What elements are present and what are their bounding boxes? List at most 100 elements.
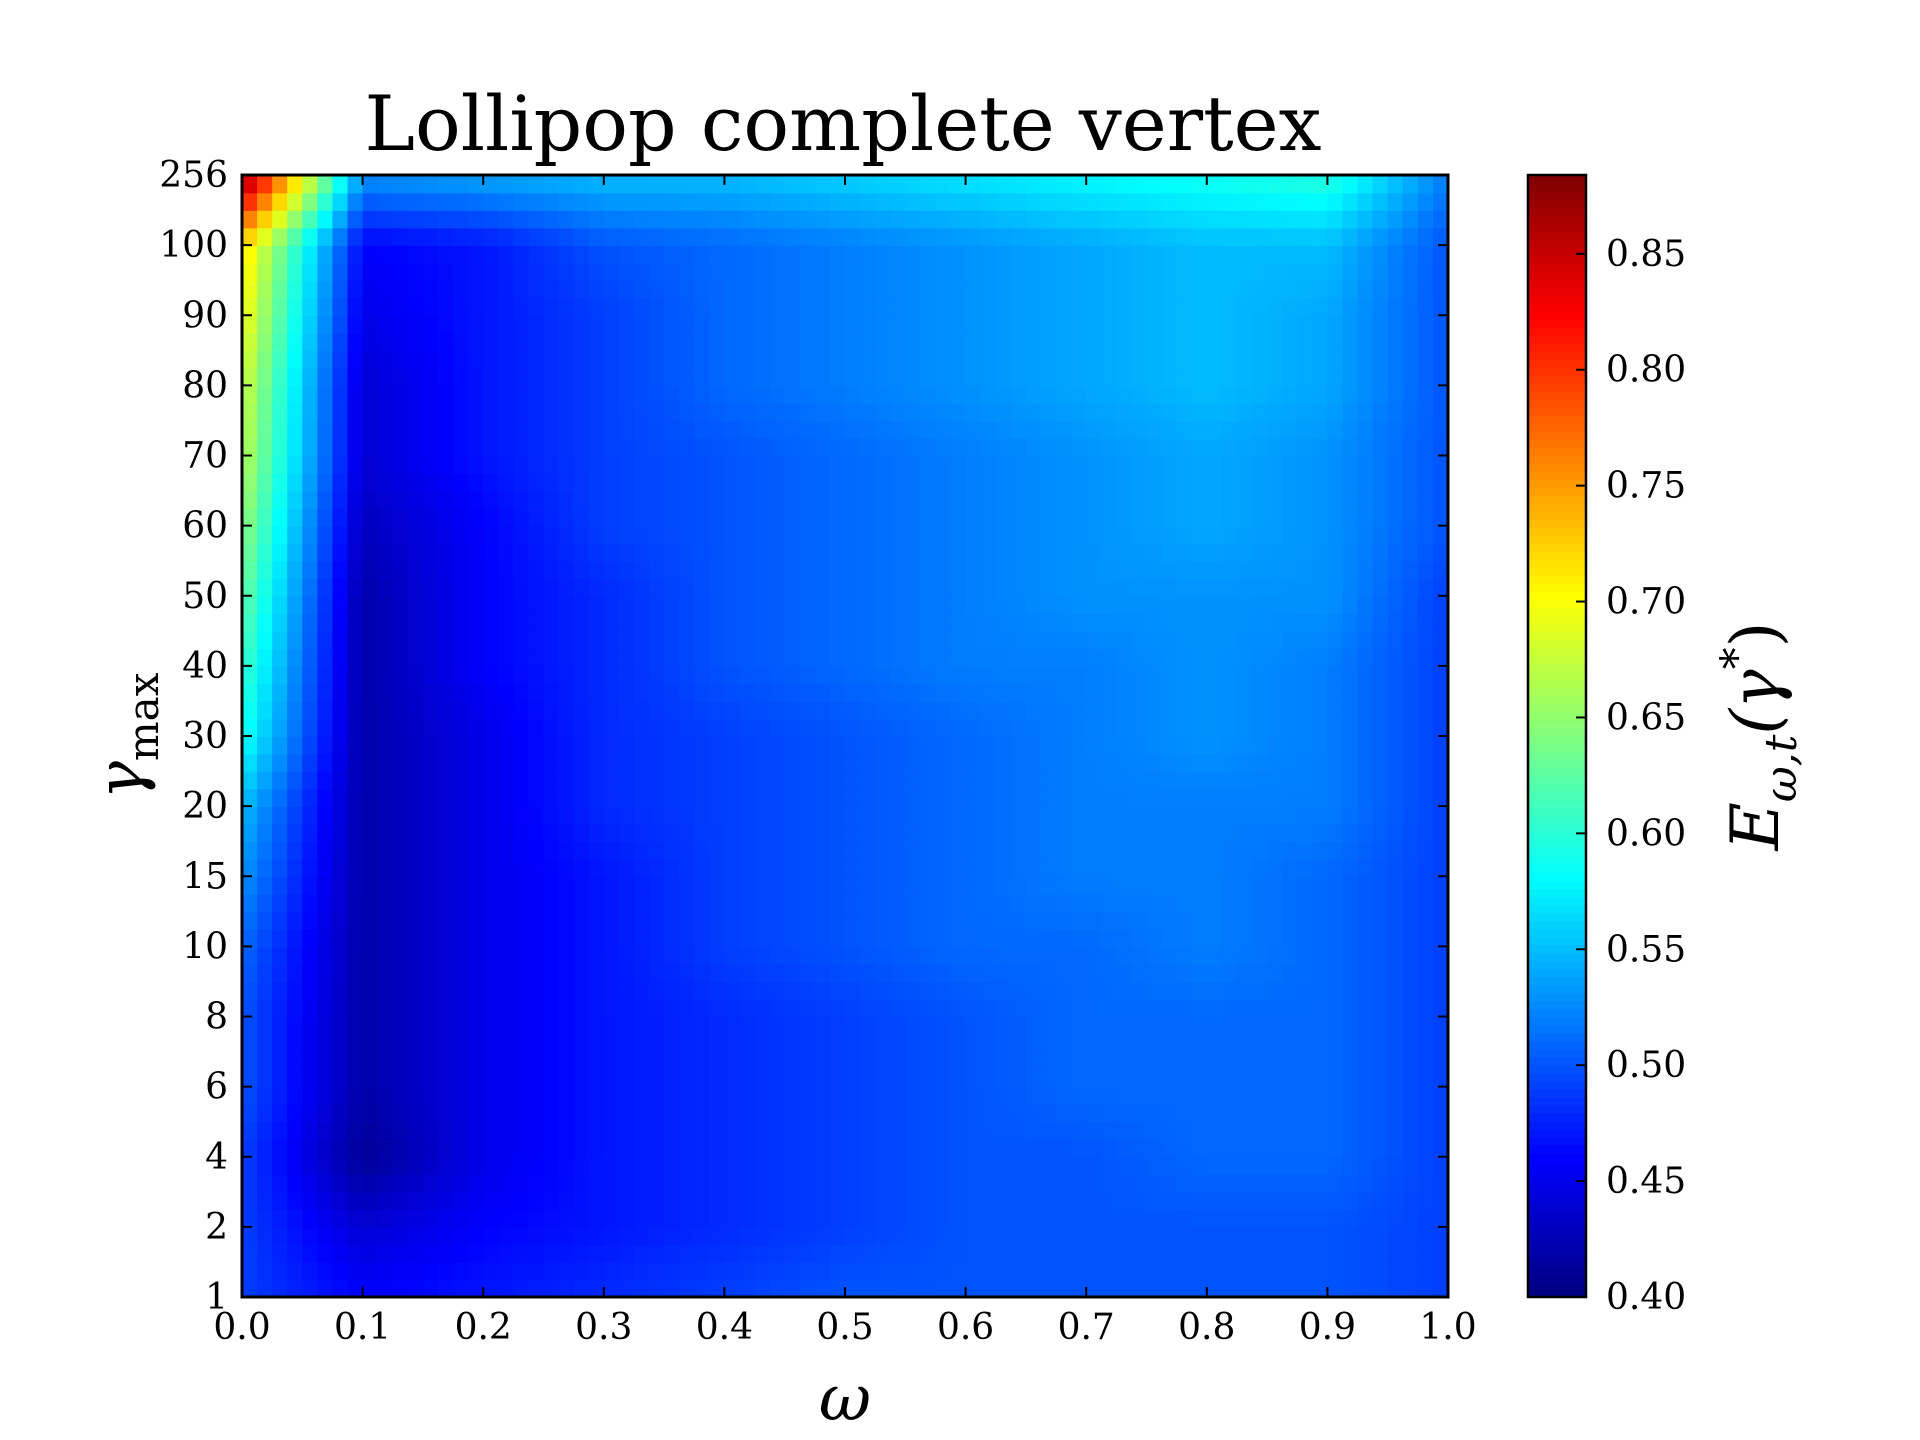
heatmap-cell <box>302 192 319 211</box>
heatmap-cell <box>1206 1156 1223 1176</box>
heatmap-cell <box>272 1086 289 1105</box>
heatmap-cell <box>257 946 273 965</box>
heatmap-cell <box>528 402 545 422</box>
heatmap-cell <box>1086 665 1103 685</box>
heatmap-cell <box>814 525 831 544</box>
heatmap-cell <box>784 525 801 544</box>
heatmap-cell <box>664 525 680 544</box>
heatmap-cell <box>1056 788 1072 807</box>
heatmap-cell <box>422 1191 439 1211</box>
heatmap-cell <box>754 367 771 387</box>
heatmap-cell <box>1161 700 1178 720</box>
heatmap-cell <box>1071 210 1087 229</box>
heatmap-cell <box>980 578 997 597</box>
heatmap-cell <box>573 525 590 544</box>
heatmap-cell <box>1056 560 1072 580</box>
heatmap-cell <box>618 963 635 983</box>
heatmap-cell <box>422 806 439 825</box>
heatmap-cell <box>1071 911 1087 930</box>
heatmap-cell <box>905 245 922 264</box>
heatmap-cell <box>1236 1226 1253 1246</box>
heatmap-cell <box>965 227 982 246</box>
heatmap-cell <box>498 385 515 404</box>
heatmap-cell <box>1176 245 1193 264</box>
heatmap-cell <box>739 1244 756 1263</box>
heatmap-cell <box>618 508 635 527</box>
heatmap-cell <box>920 771 937 790</box>
heatmap-cell <box>1056 700 1072 720</box>
heatmap-cell <box>950 683 967 702</box>
heatmap-cell <box>995 402 1012 422</box>
heatmap-cell <box>950 981 967 1000</box>
heatmap-cell <box>995 1069 1012 1088</box>
heatmap-cell <box>513 1279 530 1298</box>
heatmap-cell <box>1071 1069 1087 1088</box>
heatmap-cell <box>829 578 846 597</box>
heatmap-cell <box>437 683 454 702</box>
heatmap-cell <box>1432 771 1449 790</box>
heatmap-cell <box>1312 595 1329 615</box>
heatmap-cell <box>528 1261 545 1281</box>
heatmap-cell <box>664 332 680 352</box>
heatmap-cell <box>905 1139 922 1158</box>
heatmap-cell <box>1116 998 1133 1018</box>
heatmap-cell <box>422 455 439 474</box>
heatmap-cell <box>1267 1191 1283 1211</box>
heatmap-cell <box>694 683 711 702</box>
heatmap-cell <box>845 753 861 772</box>
heatmap-cell <box>1086 788 1103 807</box>
heatmap-cell <box>407 315 424 334</box>
heatmap-cell <box>1131 876 1148 895</box>
heatmap-cell <box>332 1244 349 1263</box>
heatmap-cell <box>1010 437 1027 457</box>
heatmap-cell <box>1146 402 1163 422</box>
heatmap-cell <box>1387 420 1404 439</box>
heatmap-cell <box>1297 560 1314 580</box>
heatmap-cell <box>1417 998 1434 1018</box>
heatmap-cell <box>347 1174 364 1193</box>
heatmap-cell <box>633 665 650 685</box>
heatmap-cell <box>920 928 937 948</box>
heatmap-cell <box>1372 280 1389 299</box>
heatmap-cell <box>1071 1016 1087 1035</box>
heatmap-cell <box>814 490 831 509</box>
heatmap-cell <box>1327 788 1344 807</box>
heatmap-cell <box>483 893 500 913</box>
heatmap-cell <box>875 402 892 422</box>
heatmap-cell <box>1282 1069 1299 1088</box>
heatmap-cell <box>845 1156 861 1176</box>
heatmap-cell <box>875 508 892 527</box>
heatmap-cell <box>498 1261 515 1281</box>
heatmap-cell <box>829 595 846 615</box>
heatmap-cell <box>407 1016 424 1035</box>
heatmap-cell <box>633 1226 650 1246</box>
heatmap-cell <box>332 1051 349 1070</box>
heatmap-cell <box>1176 262 1193 281</box>
heatmap-cell <box>528 1174 545 1193</box>
heatmap-cell <box>1282 560 1299 580</box>
heatmap-cell <box>724 1279 741 1298</box>
heatmap-cell <box>1131 858 1148 878</box>
heatmap-cell <box>1312 718 1329 737</box>
heatmap-cell <box>422 1261 439 1281</box>
heatmap-cell <box>1176 858 1193 878</box>
heatmap-cell <box>347 385 364 404</box>
heatmap-cell <box>1101 350 1118 369</box>
heatmap-cell <box>694 210 711 229</box>
heatmap-cell <box>1025 1121 1042 1141</box>
heatmap-cell <box>257 841 273 860</box>
heatmap-cell <box>664 858 680 878</box>
heatmap-cell <box>1282 1051 1299 1070</box>
heatmap-cell <box>1146 245 1163 264</box>
heatmap-cell <box>1056 841 1072 860</box>
heatmap-cell <box>1116 771 1133 790</box>
heatmap-cell <box>1161 332 1178 352</box>
heatmap-cell <box>1372 806 1389 825</box>
heatmap-cell <box>1040 490 1057 509</box>
heatmap-cell <box>980 1261 997 1281</box>
heatmap-cell <box>1252 1069 1268 1088</box>
heatmap-cell <box>1161 946 1178 965</box>
heatmap-cell <box>317 1086 334 1105</box>
heatmap-cell <box>422 385 439 404</box>
heatmap-cell <box>724 245 741 264</box>
